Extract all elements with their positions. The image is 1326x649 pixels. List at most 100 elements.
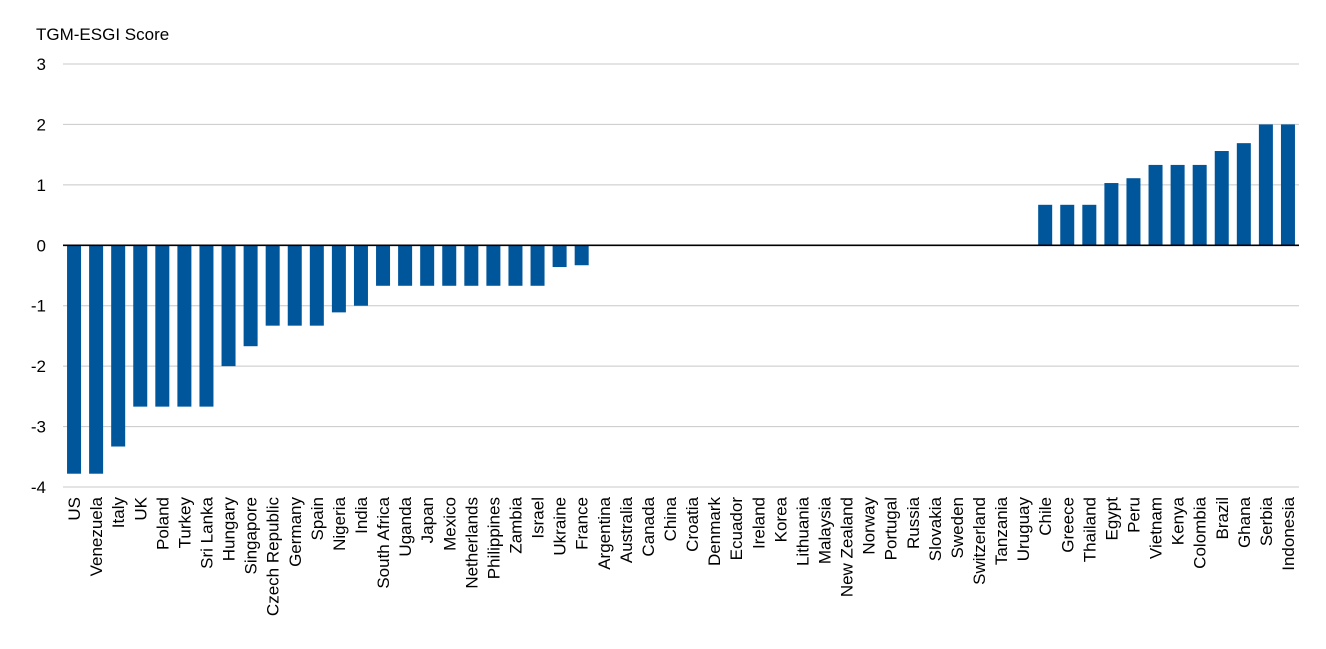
- bar: [398, 245, 413, 286]
- y-tick-label: 2: [37, 115, 46, 134]
- x-category-label: Colombia: [1191, 496, 1210, 568]
- bar: [199, 245, 214, 407]
- bar: [574, 245, 589, 266]
- x-category-label: Spain: [308, 497, 327, 540]
- bar: [309, 245, 324, 326]
- bar: [1192, 164, 1207, 246]
- x-category-label: Switzerland: [970, 497, 989, 585]
- x-category-label: Sri Lanka: [197, 496, 216, 568]
- x-category-label: Sweden: [948, 497, 967, 558]
- x-category-label: Ecuador: [727, 497, 746, 561]
- x-category-label: Uganda: [396, 496, 415, 556]
- bar: [177, 245, 192, 407]
- bar: [486, 245, 501, 286]
- bar: [1082, 204, 1097, 246]
- y-axis-title: TGM-ESGI Score: [36, 25, 169, 44]
- x-category-label: Uruguay: [1014, 497, 1033, 562]
- x-category-label: India: [352, 496, 371, 533]
- x-category-label: Nigeria: [330, 496, 349, 550]
- x-category-label: Kenya: [1169, 496, 1188, 545]
- category-labels: US Venezuela Italy UK Poland Turkey Sri Lanka H…: [65, 496, 1298, 616]
- x-category-label: US: [65, 497, 84, 521]
- bar: [1148, 164, 1163, 246]
- x-category-label: Malaysia: [815, 496, 834, 564]
- bar: [508, 245, 523, 286]
- x-category-label: Egypt: [1102, 497, 1121, 541]
- bar: [1258, 124, 1273, 246]
- bar: [287, 245, 302, 326]
- x-category-label: Germany: [286, 497, 305, 567]
- x-category-label: Chile: [1036, 497, 1055, 536]
- x-category-label: Slovakia: [926, 496, 945, 561]
- x-category-label: Portugal: [882, 497, 901, 560]
- bar: [464, 245, 479, 286]
- x-category-label: Ghana: [1235, 496, 1254, 548]
- x-category-label: Argentina: [595, 496, 614, 569]
- x-category-label: Mexico: [440, 497, 459, 551]
- x-category-label: Tanzania: [992, 496, 1011, 565]
- x-category-label: Croatia: [683, 496, 702, 551]
- x-category-label: Japan: [418, 497, 437, 543]
- x-category-label: Israel: [529, 497, 548, 539]
- bar: [331, 245, 346, 313]
- x-category-label: Indonesia: [1279, 496, 1298, 570]
- bar: [1038, 204, 1053, 246]
- bar: [353, 245, 368, 306]
- bar: [1236, 143, 1251, 246]
- y-tick-label: -2: [31, 357, 46, 376]
- x-category-label: Korea: [771, 496, 790, 542]
- y-tick-label: -1: [31, 297, 46, 316]
- x-category-label: Zambia: [506, 496, 525, 553]
- bars: [67, 124, 1295, 474]
- x-category-label: Ireland: [749, 497, 768, 549]
- x-category-label: Lithuania: [793, 496, 812, 566]
- x-category-label: Singapore: [242, 497, 261, 575]
- bar: [265, 245, 280, 326]
- bar: [111, 245, 126, 447]
- bar: [221, 245, 236, 367]
- bar: [133, 245, 148, 407]
- x-category-label: Netherlands: [462, 497, 481, 589]
- y-tick-label: 0: [37, 236, 46, 255]
- x-category-label: UK: [131, 496, 150, 520]
- x-category-label: France: [573, 497, 592, 550]
- x-category-label: Venezuela: [87, 496, 106, 576]
- bar: [1280, 124, 1295, 246]
- bar: [530, 245, 545, 286]
- x-category-label: Hungary: [220, 497, 239, 562]
- bar: [89, 245, 104, 474]
- x-category-label: Norway: [860, 497, 879, 555]
- bar: [1104, 183, 1119, 246]
- x-category-label: Serbia: [1257, 496, 1276, 546]
- x-category-label: Ukraine: [551, 497, 570, 556]
- x-category-label: South Africa: [374, 496, 393, 588]
- y-tick-labels: 3 2 1 0 -1 -2 -3 -4: [31, 55, 46, 497]
- bar: [420, 245, 435, 286]
- x-category-label: Greece: [1058, 497, 1077, 553]
- y-tick-label: 1: [37, 176, 46, 195]
- bar: [376, 245, 391, 286]
- bar: [155, 245, 170, 407]
- x-category-label: Peru: [1124, 497, 1143, 533]
- bar: [1126, 178, 1141, 246]
- bar: [442, 245, 457, 286]
- y-tick-label: -4: [31, 478, 46, 497]
- y-tick-label: 3: [37, 55, 46, 74]
- x-category-label: China: [661, 496, 680, 541]
- bar: [1214, 151, 1229, 246]
- bar: [552, 245, 567, 268]
- x-category-label: Vietnam: [1147, 497, 1166, 559]
- x-category-label: Canada: [639, 496, 658, 556]
- x-category-label: Czech Republic: [264, 497, 283, 617]
- x-category-label: Thailand: [1080, 497, 1099, 562]
- x-category-label: Poland: [153, 497, 172, 550]
- x-category-label: Russia: [904, 496, 923, 549]
- x-category-label: Italy: [109, 497, 128, 529]
- y-tick-label: -3: [31, 418, 46, 437]
- x-category-label: Philippines: [484, 497, 503, 579]
- x-category-label: Australia: [617, 496, 636, 563]
- bar: [243, 245, 258, 347]
- x-category-label: Brazil: [1213, 497, 1232, 540]
